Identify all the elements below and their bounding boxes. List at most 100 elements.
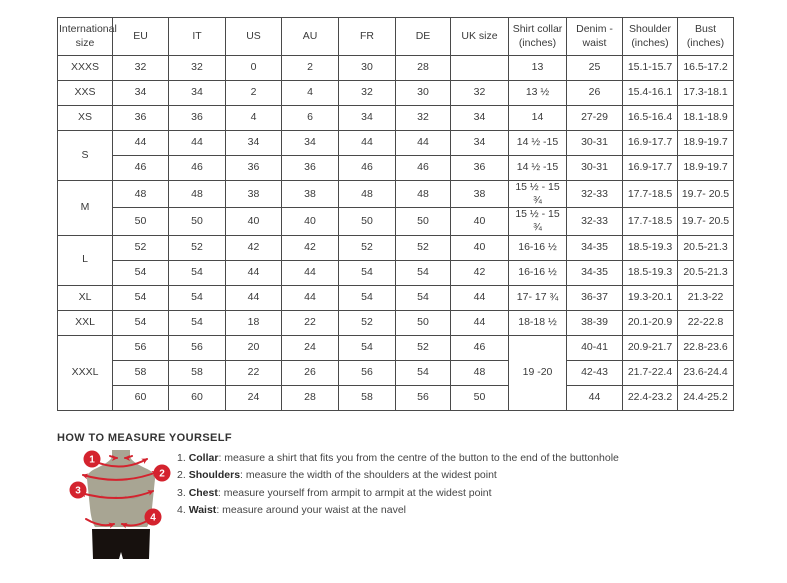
table-cell: 54: [168, 259, 226, 286]
table-cell: 34-35: [566, 259, 623, 286]
table-cell: 22-22.8: [677, 309, 734, 336]
table-cell: 36: [168, 105, 226, 131]
table-cell: 15.4-16.1: [622, 80, 678, 106]
badge-2-number: 2: [159, 468, 165, 479]
table-cell: 40: [450, 207, 509, 236]
table-cell: 4: [281, 80, 339, 106]
size-label-cell: S: [57, 130, 113, 181]
table-cell: 56: [112, 334, 169, 361]
shoulders-measure-arrow: [82, 470, 158, 481]
table-cell: 34: [450, 105, 509, 131]
table-cell: 16.5-16.4: [622, 105, 678, 131]
table-cell: 19.7- 20.5: [677, 179, 734, 209]
table-cell: 21.7-22.4: [622, 359, 678, 386]
column-header: US: [225, 17, 282, 56]
table-cell: 26: [281, 359, 339, 386]
how-to-measure-body: 1 2 3 4 1. Collar: measure a shirt that …: [57, 448, 787, 563]
mannequin-shorts: [92, 528, 150, 559]
table-cell: 25: [566, 55, 623, 81]
table-cell: 52: [338, 309, 396, 336]
column-header: EU: [112, 17, 169, 56]
table-cell: 18: [225, 309, 282, 336]
table-row: M 48 48 38 38 48 48 38 15 ½ - 15 ¾ 32-33…: [57, 179, 734, 236]
table-cell: 42: [450, 259, 509, 286]
size-label-cell: XS: [57, 105, 113, 131]
table-cell: 13 ½: [508, 80, 567, 106]
table-cell: 15 ½ - 15 ¾: [508, 207, 567, 236]
header-row: International size EU IT US AU FR DE UK …: [57, 17, 734, 56]
step-label: Collar: [188, 451, 219, 464]
table-cell: 42: [281, 234, 339, 261]
step-number: 3.: [177, 486, 186, 499]
table-cell: 19.3-20.1: [622, 284, 678, 311]
table-cell: 24: [281, 334, 339, 361]
table-cell: 18.9-19.7: [677, 130, 734, 156]
how-to-measure-heading: HOW TO MEASURE YOURSELF: [57, 431, 233, 444]
table-cell: 54: [112, 259, 169, 286]
mannequin-illustration: 1 2 3 4: [69, 449, 171, 559]
column-header: International size: [57, 17, 117, 56]
table-cell: 4: [225, 105, 282, 131]
table-cell: 44: [225, 259, 282, 286]
table-cell: 34: [338, 105, 396, 131]
column-header: FR: [338, 17, 396, 56]
table-cell: 48: [450, 359, 509, 386]
table-cell: 24: [225, 384, 282, 411]
table-cell: 58: [112, 359, 169, 386]
table-cell: 54: [112, 284, 169, 311]
table-cell: 22.4-23.2: [622, 384, 678, 411]
column-header: Shoulder (inches): [622, 17, 678, 56]
table-cell: 54: [395, 259, 451, 286]
size-label-cell: XL: [57, 284, 113, 311]
table-cell: 20.5-21.3: [677, 259, 734, 286]
measure-step: 2. Shoulders: measure the width of the s…: [177, 467, 619, 485]
step-number: 1.: [177, 451, 186, 464]
table-cell: 18.5-19.3: [622, 234, 678, 261]
table-row: 46 46 36 36 46 46 36 14 ½ -15 30-31 16.9…: [58, 155, 734, 181]
table-cell: 20.5-21.3: [677, 234, 734, 261]
table-cell: 17- 17 ¾: [508, 284, 567, 311]
table-cell: 32-33: [566, 207, 623, 236]
table-cell: 50: [395, 207, 451, 236]
table-cell: 40: [281, 207, 339, 236]
table-cell: 50: [168, 207, 226, 236]
table-cell: 46: [168, 155, 226, 181]
step-label: Shoulders: [188, 469, 241, 481]
size-label-cell: XXS: [57, 80, 113, 106]
table-cell: 21.3-22: [677, 284, 734, 311]
table-cell: 16-16 ½: [508, 234, 567, 261]
table-cell: 38: [281, 179, 339, 209]
table-cell: 44: [281, 259, 339, 286]
table-row: 54 54 44 44 54 54 42 16-16 ½ 34-35 18.5-…: [58, 259, 734, 286]
table-cell: 32: [338, 80, 396, 106]
table-cell: 13: [508, 55, 567, 81]
table-cell: 50: [450, 384, 509, 411]
table-cell: 16-16 ½: [508, 259, 567, 286]
table-cell: 44: [450, 309, 509, 336]
table-cell: 50: [338, 207, 396, 236]
column-header: AU: [281, 17, 339, 56]
step-number: 2.: [177, 469, 186, 481]
table-cell: 56: [168, 334, 226, 361]
table-cell: 18.9-19.7: [677, 155, 734, 181]
table-row: XXS 34 34 2 4 32 30 32 13 ½ 26 15.4-16.1…: [57, 80, 734, 106]
collar-center-arrow-right: [124, 454, 133, 461]
mannequin-figure: 1 2 3 4: [57, 448, 175, 563]
step-label: Chest: [188, 486, 218, 499]
table-cell: 24.4-25.2: [677, 384, 734, 411]
step-text: : measure the width of the shoulders at …: [240, 469, 497, 481]
table-cell: 30: [338, 55, 396, 81]
collar-center-arrow-left: [109, 454, 118, 461]
table-cell: 6: [281, 105, 339, 131]
table-cell: 54: [168, 309, 226, 336]
step-number: 4.: [177, 504, 186, 516]
measure-step: 1. Collar: measure a shirt that fits you…: [177, 450, 619, 468]
table-cell: 56: [338, 359, 396, 386]
table-cell: 34: [281, 130, 339, 156]
table-cell: 22: [225, 359, 282, 386]
table-cell: 14: [508, 105, 567, 131]
table-cell: 44: [112, 130, 169, 156]
step-text: : measure around your waist at the navel: [216, 504, 406, 516]
table-cell: 27-29: [566, 105, 623, 131]
size-label-cell: M: [57, 180, 113, 236]
